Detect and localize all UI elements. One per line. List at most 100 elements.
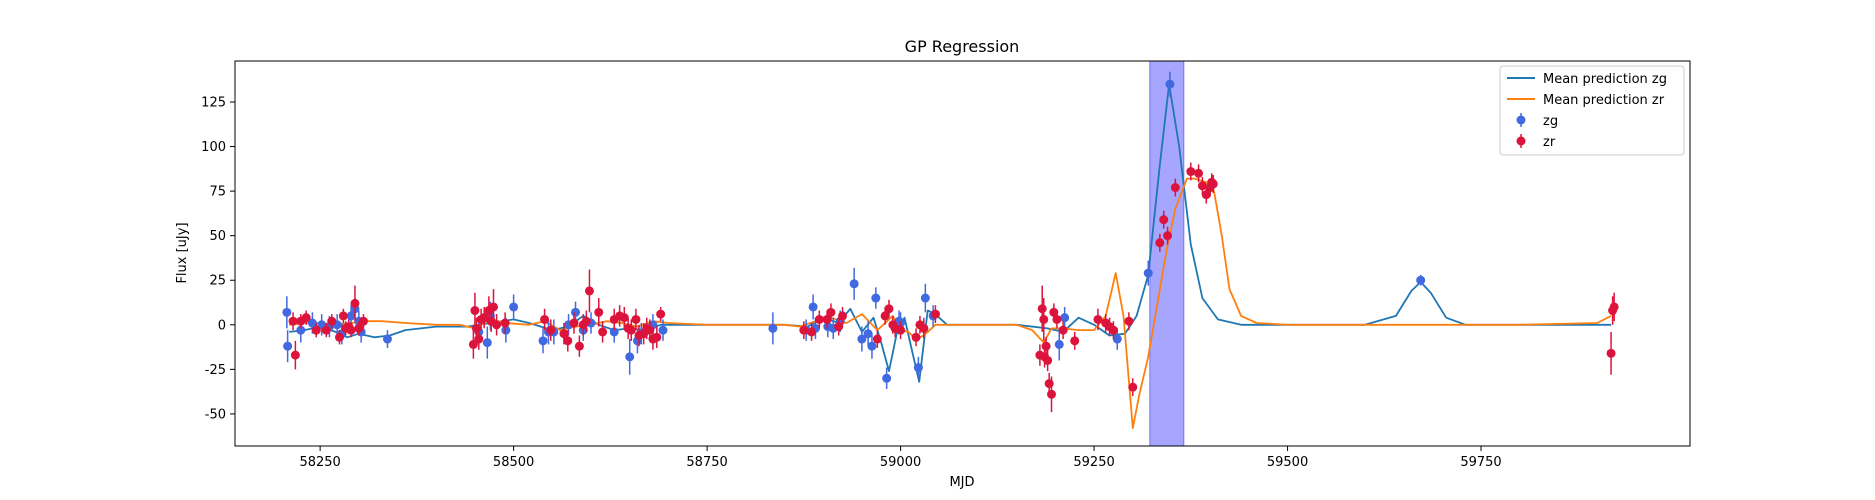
data-point-zr: [334, 332, 344, 342]
y-tick-label: -25: [205, 363, 226, 378]
data-point-zg: [857, 334, 867, 344]
data-point-zr: [474, 334, 484, 344]
data-point-zr: [1170, 183, 1180, 193]
data-point-zr: [814, 314, 824, 324]
data-point-zr: [354, 323, 364, 333]
data-point-zr: [1155, 238, 1165, 248]
data-point-zr: [479, 313, 489, 323]
data-point-zr: [1208, 179, 1218, 189]
x-tick-label: 58750: [686, 455, 727, 470]
x-tick-label: 58250: [299, 455, 340, 470]
data-point-zr: [656, 309, 666, 319]
data-point-zg: [658, 325, 668, 335]
data-point-zr: [826, 307, 836, 317]
data-point-zg: [283, 341, 293, 351]
data-point-zr: [1093, 314, 1103, 324]
legend-label-zg-line: Mean prediction zg: [1543, 72, 1667, 87]
legend: Mean prediction zg Mean prediction zr zg…: [1499, 65, 1685, 156]
data-point-zg: [1165, 79, 1175, 89]
data-point-zr: [896, 325, 906, 335]
data-point-zr: [619, 313, 629, 323]
prediction-lines: [289, 83, 1612, 430]
data-point-zr: [911, 332, 921, 342]
data-point-zr: [321, 325, 331, 335]
data-point-zg: [296, 325, 306, 335]
data-point-zg: [282, 307, 292, 317]
data-point-zr: [581, 316, 591, 326]
data-point-zr: [834, 322, 844, 332]
data-point-zr: [1606, 348, 1616, 358]
legend-label-zr-points: zr: [1543, 135, 1556, 150]
y-tick-label: 100: [201, 140, 226, 155]
data-point-zg: [808, 302, 818, 312]
data-point-zr: [346, 325, 356, 335]
data-point-zg: [1054, 339, 1064, 349]
data-point-zr: [350, 298, 360, 308]
data-point-zr: [290, 350, 300, 360]
data-point-zg: [346, 311, 356, 321]
data-point-zg: [482, 338, 492, 348]
y-tick-label: 25: [209, 274, 226, 289]
y-tick-label: 75: [209, 185, 226, 200]
y-tick-label: 50: [209, 229, 226, 244]
data-point-zg: [1112, 334, 1122, 344]
data-point-zr: [1609, 302, 1619, 312]
plot-frame: [234, 60, 1691, 447]
data-point-zg: [768, 323, 778, 333]
data-point-zr: [872, 334, 882, 344]
data-point-zr: [1039, 314, 1049, 324]
data-point-zg: [307, 318, 317, 328]
data-point-zg: [1143, 268, 1153, 278]
series-zr-points: [288, 162, 1619, 413]
data-point-zg: [509, 302, 519, 312]
y-tick-label: 0: [218, 318, 226, 333]
data-point-zr: [327, 316, 337, 326]
data-point-zr: [574, 341, 584, 351]
data-point-zr: [1037, 304, 1047, 314]
legend-swatch-zr-points: [1516, 134, 1526, 148]
data-point-zr: [626, 325, 636, 335]
data-point-zr: [1201, 190, 1211, 200]
data-point-zr: [799, 325, 809, 335]
data-point-zg: [882, 373, 892, 383]
data-point-zr: [838, 311, 848, 321]
data-point-zg: [1416, 275, 1426, 285]
x-tick-label: 59500: [1267, 455, 1308, 470]
data-point-zr: [1058, 325, 1068, 335]
data-point-zr: [822, 314, 832, 324]
data-point-zr: [1070, 336, 1080, 346]
data-point-zr: [301, 313, 311, 323]
data-point-zg: [913, 363, 923, 373]
data-point-zg: [863, 329, 873, 339]
x-axis-ticks: 58250 58500 58750 59000 59250 59500 59750: [299, 446, 1502, 470]
data-point-zr: [919, 323, 929, 333]
data-point-zr: [631, 314, 641, 324]
y-axis-label: Flux [uJy]: [175, 222, 190, 283]
series-zg-points: [282, 71, 1426, 389]
data-point-zr: [1128, 382, 1138, 392]
data-point-zr: [884, 304, 894, 314]
data-point-zr: [1043, 355, 1053, 365]
data-point-zr: [471, 323, 481, 333]
legend-swatch-zg-points: [1516, 113, 1526, 127]
data-point-zg: [501, 325, 511, 335]
x-axis-label: MJD: [949, 475, 974, 490]
x-tick-label: 59250: [1073, 455, 1114, 470]
data-point-zr: [652, 332, 662, 342]
data-point-zg: [625, 352, 635, 362]
data-point-zg: [609, 327, 619, 337]
data-point-zr: [1197, 181, 1207, 191]
data-point-zr: [500, 318, 510, 328]
data-point-zr: [338, 311, 348, 321]
data-point-zg: [867, 341, 877, 351]
data-point-zr: [1041, 341, 1051, 351]
data-point-zr: [1108, 325, 1118, 335]
data-point-zr: [470, 306, 480, 316]
legend-label-zg-points: zg: [1543, 114, 1558, 129]
data-point-zr: [1047, 389, 1057, 399]
legend-box: [1499, 65, 1685, 156]
data-point-zr: [1186, 167, 1196, 177]
data-point-zr: [546, 325, 556, 335]
data-point-zr: [540, 314, 550, 324]
